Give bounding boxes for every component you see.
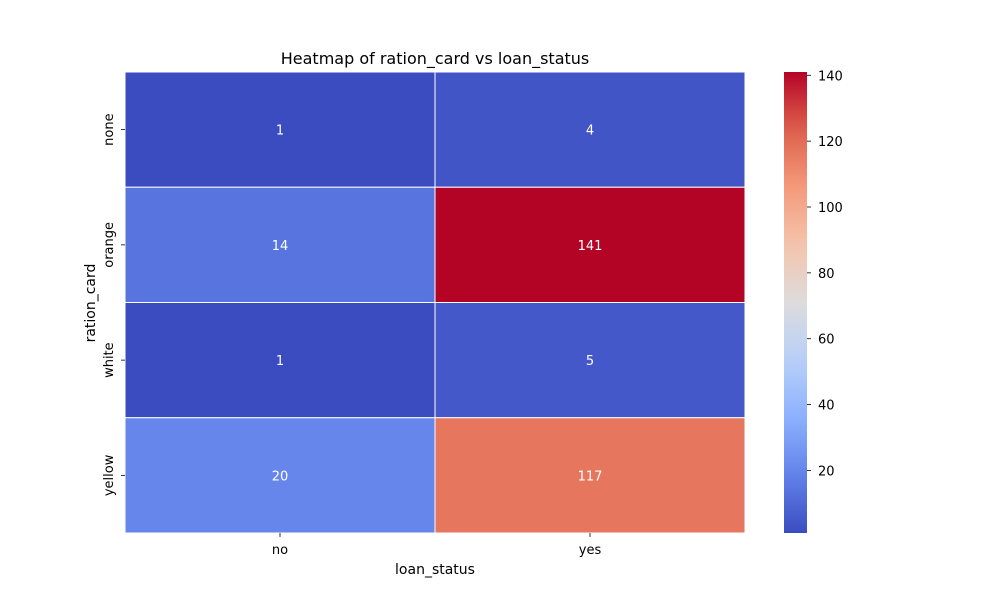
heatmap-cell (124, 71, 436, 188)
heatmap-cell (434, 417, 746, 534)
colorbar-ticks: 20 40 60 80 100 120 140 (807, 69, 843, 479)
cell-value-label: 4 (586, 124, 594, 139)
colorbar-tick-label: 40 (818, 399, 835, 414)
colorbar-tick-label: 120 (818, 135, 843, 150)
colorbar-tick-label: 80 (818, 267, 835, 282)
cell-value-label: 141 (578, 239, 603, 254)
cell-value-label: 20 (272, 469, 289, 484)
colorbar-tick-label: 20 (818, 464, 835, 479)
cell-value-label: 117 (578, 469, 603, 484)
y-tick-label: orange (102, 222, 117, 268)
y-tick-label: none (102, 113, 117, 145)
heatmap-cell (124, 186, 436, 303)
heatmap-cell (124, 417, 436, 534)
cell-value-label: 5 (586, 354, 594, 369)
y-axis-ticks: none orange white yellow (102, 113, 125, 496)
cell-value-label: 1 (276, 124, 284, 139)
y-tick-label: yellow (102, 454, 117, 496)
colorbar: 20 40 60 80 100 120 140 (784, 69, 843, 533)
x-tick-label: yes (579, 543, 602, 558)
heatmap-cell (434, 186, 746, 303)
y-tick-label: white (102, 342, 117, 378)
x-axis-ticks: no yes (272, 533, 602, 558)
y-axis-label: ration_card (83, 264, 99, 343)
heatmap-cells (124, 71, 746, 534)
heatmap-cell (124, 302, 436, 419)
chart-title: Heatmap of ration_card vs loan_status (281, 49, 590, 69)
heatmap-cell (434, 302, 746, 419)
colorbar-tick-label: 60 (818, 333, 835, 348)
x-axis-label: loan_status (395, 562, 475, 578)
colorbar-gradient (784, 72, 807, 533)
heatmap-cell (434, 71, 746, 188)
colorbar-tick-label: 100 (818, 201, 843, 216)
cell-value-label: 1 (276, 354, 284, 369)
x-tick-label: no (272, 543, 288, 558)
colorbar-tick-label: 140 (818, 69, 843, 84)
cell-value-label: 14 (272, 239, 289, 254)
